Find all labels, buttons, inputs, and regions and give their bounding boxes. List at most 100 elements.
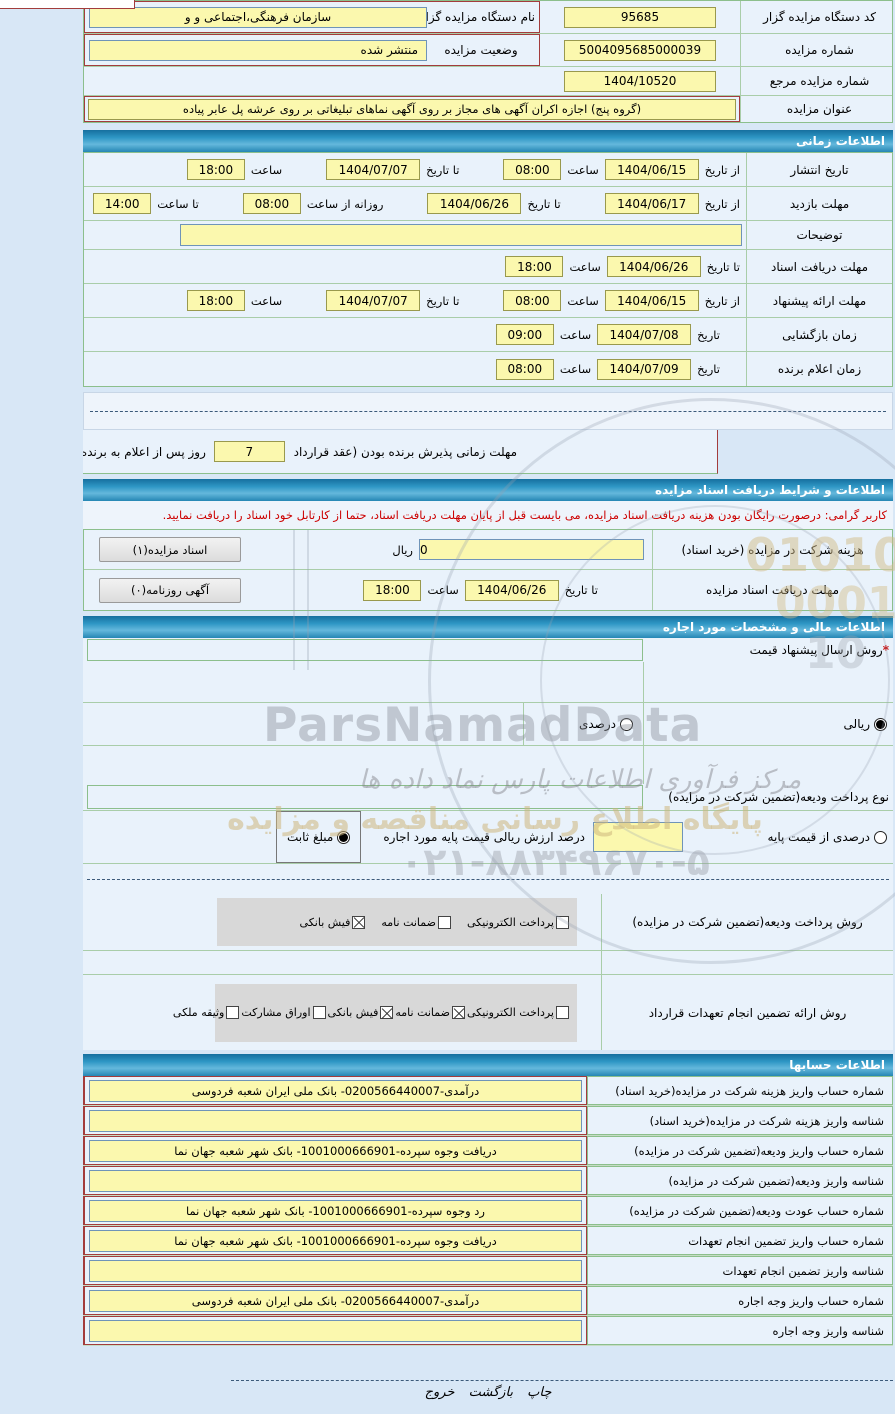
guarantee-property-checkbox[interactable] [226,1006,240,1019]
hour-label: ساعت [559,327,592,342]
auction-status-label: وضعیت مزایده [444,43,518,57]
offer-from-time[interactable]: 08:00 [503,290,562,311]
rial-radio[interactable] [874,717,887,731]
account-row: شماره حساب واریز ودیعه(تضمین شرکت در مزا… [83,1136,893,1166]
time-table: تاریخ انتشار از تاریخ 1404/06/15 ساعت 08… [83,152,893,387]
account-value[interactable]: دریافت وجوه سپرده-1001000666901- بانک شه… [89,1229,582,1252]
fixed-amount-radio[interactable] [337,830,351,844]
offer-deadline-label: مهلت ارائه پیشنهاد [746,284,892,317]
guarantee-bonds-checkbox[interactable] [312,1006,326,1019]
publish-from-time[interactable]: 08:00 [503,159,562,180]
guarantee-letter-checkbox[interactable] [452,1006,465,1019]
until-hour-label: تا ساعت [157,196,199,211]
visit-to-date[interactable]: 1404/06/26 [427,193,522,214]
notes-input[interactable] [180,224,742,246]
account-value[interactable]: درآمدی-0200566440007- بانک ملی ایران شعب… [89,1289,582,1312]
row-deposit-type: نوع پرداخت ودیعه(تضمین شرکت در مزایده) [83,784,893,810]
publish-to-time[interactable]: 18:00 [186,159,245,180]
guarantee-method-label: روش ارائه تضمین انجام تعهدات قرارداد [601,975,893,1050]
winner-accept-suffix: روز پس از اعلام به برنده [83,444,206,459]
winner-date[interactable]: 1404/07/09 [597,358,692,380]
account-value[interactable] [89,1319,582,1342]
participation-fee-value[interactable]: 0 [419,539,644,560]
percent-value-input[interactable] [593,822,683,852]
price-method-box [87,639,643,661]
row-device-code: کد دستگاه مزایده گزار 95685 نام دستگاه م… [84,1,892,34]
docs-warning-row: کاربر گرامی: درصورت رایگان بودن هزینه در… [83,501,893,529]
row-docs-deadline: مهلت دریافت اسناد مزایده تا تاریخ 1404/0… [84,570,892,610]
visit-from-date[interactable]: 1404/06/17 [604,193,699,214]
doc-deadline-time[interactable]: 18:00 [505,256,564,277]
account-label: شناسه واریز وجه اجاره [587,1316,893,1345]
guarantee-bank-slip-label: فیش بانکی [327,1006,379,1019]
dashed-divider-2 [87,878,889,880]
winner-accept-label: مهلت زمانی پذیرش برنده بودن (عقد قرارداد… [292,444,517,459]
row-spacer-2 [83,746,893,784]
opening-date[interactable]: 1404/07/08 [597,324,692,345]
winner-accept-days[interactable]: 7 [213,441,285,462]
deposit-guarantee-letter-label: ضمانت نامه [381,915,436,929]
device-name-value[interactable]: سازمان فرهنگی،اجتماعی و و [89,6,427,28]
row-auction-title: عنوان مزایده (گروه پنج) اجازه اکران آگهی… [84,96,892,122]
docs-deadline-time[interactable]: 18:00 [363,579,422,601]
back-link[interactable]: بازگشت [468,1385,514,1400]
visit-daily-from-time[interactable]: 08:00 [242,193,301,214]
account-value[interactable]: دریافت وجوه سپرده-1001000666901- بانک شه… [89,1139,582,1162]
account-label: شناسه واریز ودیعه(تضمین شرکت در مزایده) [587,1166,893,1195]
visit-deadline-label: مهلت بازدید [746,187,892,220]
guarantee-bank-slip-checkbox[interactable] [380,1006,394,1019]
dashed-divider-box [83,392,893,430]
account-value[interactable] [89,1109,582,1132]
account-value[interactable]: درآمدی-0200566440007- بانک ملی ایران شعب… [89,1079,582,1102]
opening-hour[interactable]: 09:00 [495,324,554,345]
to-date-label: تا تاریخ [706,259,740,274]
offer-from-date[interactable]: 1404/06/15 [604,290,699,311]
account-value[interactable] [89,1169,582,1192]
row-guarantee-method: روش ارائه تضمین انجام تعهدات قرارداد پرد… [83,974,893,1050]
deposit-guarantee-letter-checkbox[interactable] [438,915,451,929]
newspaper-ad-button[interactable]: آگهی روزنامه(۰) [99,577,241,603]
percent-desc-label: درصد ارزش ریالی قیمت پایه مورد اجاره [383,830,585,844]
deposit-electronic-checkbox[interactable] [556,915,569,929]
hour-label: ساعت [250,162,283,177]
publish-to-date[interactable]: 1404/07/07 [326,159,421,180]
account-value[interactable]: رد وجوه سپرده-1001000666901- بانک شهر شع… [89,1199,582,1222]
offer-to-date[interactable]: 1404/07/07 [326,290,421,311]
guarantee-electronic-checkbox[interactable] [556,1006,569,1019]
guarantee-letter-label: ضمانت نامه [395,1006,450,1019]
account-row: شناسه واریز هزینه شرکت در مزایده(خرید اس… [83,1106,893,1136]
device-code-value[interactable]: 95685 [564,6,716,28]
row-reference-number: شماره مزایده مرجع 1404/10520 [84,67,892,96]
auction-number-value[interactable]: 5004095685000039 [564,39,716,61]
deposit-bank-slip-checkbox[interactable] [352,915,366,929]
docs-deadline-label: مهلت دریافت اسناد مزایده [652,570,892,610]
section-header-accounts: اطلاعات حسابها [83,1054,893,1076]
date-label: تاریخ [697,327,720,342]
row-publish-date: تاریخ انتشار از تاریخ 1404/06/15 ساعت 08… [84,153,892,187]
percent-of-base-radio[interactable] [874,830,887,844]
reference-number-value[interactable]: 1404/10520 [564,70,716,92]
exit-link[interactable]: خروج [424,1385,455,1400]
opening-time-label: زمان بازگشایی [746,318,892,351]
winner-hour[interactable]: 08:00 [495,358,554,380]
auction-title-value: (گروه پنج) اجازه اکران آگهی های مجاز بر … [88,98,736,120]
device-code-label: کد دستگاه مزایده گزار [740,1,892,33]
currency-label: ریال [392,542,413,557]
row-winner-announce: زمان اعلام برنده تاریخ 1404/07/09 ساعت 0… [84,352,892,386]
visit-daily-to-time[interactable]: 14:00 [93,193,152,214]
daily-from-hour-label: روزانه از ساعت [306,196,384,211]
hour-label: ساعت [427,583,459,597]
device-name-label: نام دستگاه مزایده گزار [427,10,535,24]
publish-from-date[interactable]: 1404/06/15 [604,159,699,180]
deposit-method-panel: پرداخت الکترونیکی ضمانت نامه فیش بانکی [217,898,577,946]
print-link[interactable]: چاپ [527,1385,552,1400]
percent-radio[interactable] [620,717,633,731]
auction-form: کد دستگاه مزایده گزار 95685 نام دستگاه م… [83,0,893,1400]
auction-documents-button[interactable]: اسناد مزایده(۱) [99,537,241,562]
doc-deadline-date[interactable]: 1404/06/26 [606,256,701,277]
account-value[interactable] [89,1259,582,1282]
auction-status-pair: وضعیت مزایده منتشر شده [84,34,540,66]
offer-to-time[interactable]: 18:00 [186,290,245,311]
docs-deadline-date[interactable]: 1404/06/26 [464,579,559,601]
deposit-type-box [87,785,643,809]
